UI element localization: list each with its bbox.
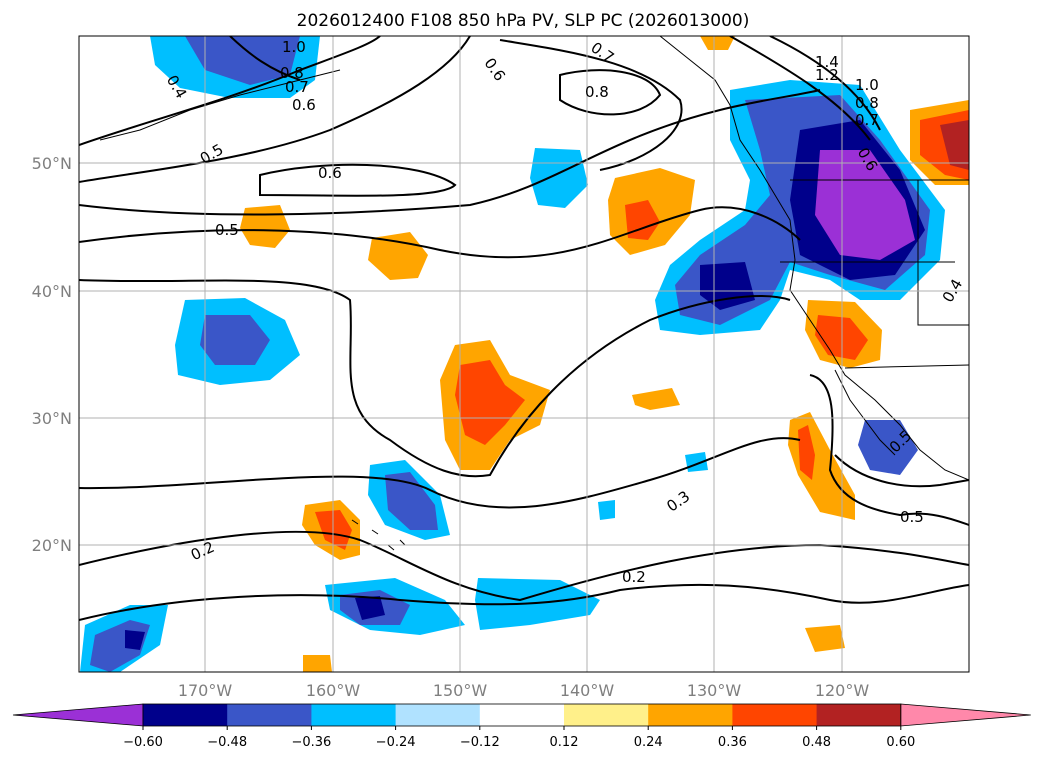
slp-contour bbox=[559, 69, 662, 116]
hawaii-islands bbox=[351, 519, 406, 551]
slp-contour bbox=[499, 39, 683, 171]
colorbar-outline bbox=[142, 703, 902, 727]
slp-contour bbox=[79, 36, 471, 183]
map-frame bbox=[78, 35, 970, 673]
slp-contour bbox=[79, 437, 801, 509]
pv-positive-region bbox=[632, 388, 680, 410]
contour-label: 0.8 bbox=[280, 64, 304, 82]
colorbar-segment bbox=[732, 704, 818, 726]
us-mexico-border bbox=[844, 364, 969, 369]
pv-positive-region bbox=[700, 36, 735, 50]
colorbar-segment bbox=[479, 704, 565, 726]
contour-label: 0.5 bbox=[900, 508, 924, 526]
colorbar-segment bbox=[816, 704, 902, 726]
lon-tick-label: 120°W bbox=[815, 681, 870, 700]
lat-tick-label: 30°N bbox=[32, 409, 72, 428]
coastline-baja bbox=[834, 369, 896, 456]
slp-contour bbox=[79, 206, 801, 259]
coastline-north-america bbox=[659, 36, 969, 481]
pv-negative-region bbox=[385, 472, 438, 530]
colorbar-segment bbox=[143, 704, 228, 726]
colorbar-tick-label: 0.24 bbox=[634, 735, 663, 750]
colorbar-segment bbox=[564, 704, 649, 726]
slp-contour bbox=[259, 163, 457, 197]
lon-tick-label: 150°W bbox=[433, 681, 488, 700]
pv-positive-region bbox=[455, 360, 525, 445]
lat-tick-label: 40°N bbox=[32, 282, 72, 301]
colorbar-tick-labels: −0.60 −0.48 −0.36 −0.24 −0.12 0.12 0.24 0.36 0.4… bbox=[123, 726, 915, 750]
colorbar-tick-label: 0.60 bbox=[886, 735, 915, 750]
figure-title: 2026012400 F108 850 hPa PV, SLP PC (2026… bbox=[297, 11, 750, 31]
pv-positive-region bbox=[940, 120, 969, 170]
colorbar-tick-label: −0.48 bbox=[207, 735, 247, 750]
lat-axis: 50°N 40°N 30°N 20°N bbox=[32, 154, 72, 555]
contour-label: 1.0 bbox=[855, 76, 879, 94]
pv-positive-region bbox=[805, 625, 845, 652]
contour-label: 0.7 bbox=[285, 78, 309, 96]
colorbar-tick-label: 0.12 bbox=[550, 735, 579, 750]
slp-contour bbox=[229, 36, 301, 81]
slp-contour bbox=[79, 530, 969, 602]
colorbar-tick-label: −0.24 bbox=[376, 735, 416, 750]
pv-negative-region bbox=[200, 315, 270, 365]
map-panel: 1.0 0.8 0.7 0.6 0.4 0.5 0.6 0.5 0.6 0.7 … bbox=[78, 35, 970, 673]
colorbar bbox=[12, 703, 1031, 727]
lon-tick-label: 130°W bbox=[687, 681, 742, 700]
alaska-coast bbox=[99, 69, 341, 141]
contour-label: 1.2 bbox=[815, 66, 839, 84]
pv-negative-region bbox=[475, 578, 600, 630]
colorbar-extend-min bbox=[12, 703, 144, 727]
coastlines bbox=[99, 36, 969, 551]
slp-contour bbox=[79, 89, 821, 216]
colorbar-tick-label: −0.12 bbox=[460, 735, 500, 750]
contour-label: 0.2 bbox=[622, 568, 646, 586]
contour-label: 0.8 bbox=[585, 83, 609, 101]
pv-positive-region bbox=[240, 205, 290, 248]
slp-contours bbox=[79, 36, 969, 621]
slp-contour bbox=[809, 374, 969, 526]
slp-contour bbox=[79, 36, 381, 146]
colorbar-segment bbox=[227, 704, 312, 726]
colorbar-tick-label: 0.36 bbox=[718, 735, 747, 750]
slp-contour bbox=[79, 583, 969, 621]
contour-label: 0.6 bbox=[292, 96, 316, 114]
lon-axis: 170°W 160°W 150°W 140°W 130°W 120°W bbox=[178, 681, 870, 700]
pv-positive-region bbox=[798, 425, 815, 480]
contour-label: 0.7 bbox=[855, 111, 879, 129]
slp-contour bbox=[729, 36, 871, 141]
state-border bbox=[917, 180, 969, 326]
pv-negative-region bbox=[125, 630, 145, 650]
pv-negative-region bbox=[185, 36, 300, 85]
contour-label: 0.6 bbox=[318, 164, 342, 182]
pv-negative-region bbox=[598, 500, 615, 520]
pv-positive-region bbox=[625, 200, 660, 240]
colorbar-segment bbox=[648, 704, 733, 726]
contour-label: 0.8 bbox=[855, 94, 879, 112]
contour-label: 0.5 bbox=[215, 221, 239, 239]
pv-positive-region bbox=[303, 655, 332, 672]
colorbar-tick-label: −0.60 bbox=[123, 735, 163, 750]
colorbar-tick-label: −0.36 bbox=[291, 735, 331, 750]
contour-label: 1.4 bbox=[815, 53, 839, 71]
pv-shading bbox=[80, 36, 969, 672]
colorbar-segment bbox=[311, 704, 397, 726]
contour-label: 1.0 bbox=[282, 38, 306, 56]
colorbar-extend-max bbox=[900, 703, 1031, 727]
slp-contour bbox=[834, 454, 969, 488]
pv-negative-region bbox=[815, 150, 915, 260]
lon-tick-label: 140°W bbox=[560, 681, 615, 700]
colorbar-tick-label: 0.48 bbox=[802, 735, 831, 750]
lon-tick-label: 170°W bbox=[178, 681, 233, 700]
graticule bbox=[79, 36, 969, 672]
colorbar-segment bbox=[395, 704, 481, 726]
slp-contour bbox=[79, 279, 791, 478]
pv-negative-region bbox=[355, 596, 385, 620]
slp-contour bbox=[769, 36, 881, 131]
lon-tick-label: 160°W bbox=[306, 681, 361, 700]
lat-tick-label: 20°N bbox=[32, 536, 72, 555]
lat-tick-label: 50°N bbox=[32, 154, 72, 173]
